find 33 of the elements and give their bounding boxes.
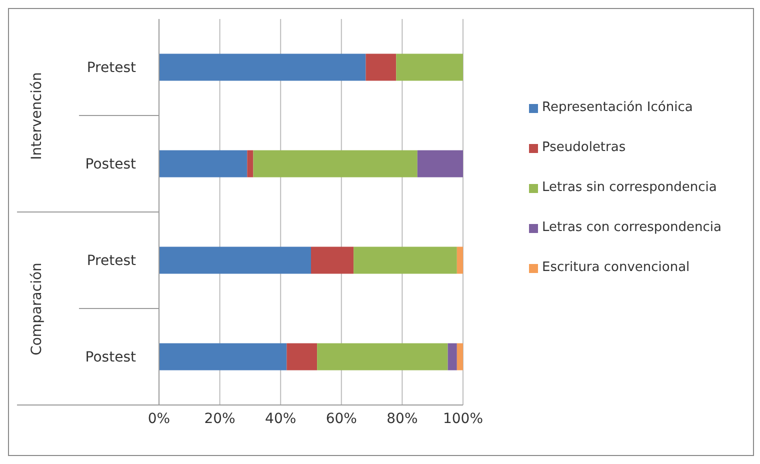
bar — [311, 246, 354, 274]
x-tick-label: 40% — [265, 410, 296, 427]
bar — [396, 54, 463, 81]
x-tick-label: 80% — [386, 410, 418, 427]
x-tick-label: 0% — [148, 410, 170, 427]
bar — [417, 150, 463, 178]
bar — [159, 343, 287, 370]
text: Comparación — [29, 262, 45, 355]
bar — [354, 246, 457, 274]
legend-label: Representación Icónica — [542, 99, 693, 117]
bar — [448, 343, 457, 370]
legend-label: Letras con correspondencia — [542, 219, 722, 237]
legend-label: Pseudoletras — [542, 139, 626, 157]
legend-label: Escritura convencional — [542, 259, 690, 277]
bar — [159, 54, 366, 81]
y-tick-label: Pretest — [86, 253, 136, 270]
bar — [159, 246, 311, 274]
bar — [366, 54, 396, 81]
bar — [247, 150, 254, 178]
bar — [159, 150, 248, 178]
x-tick-label: 20% — [204, 410, 236, 427]
bar — [286, 343, 318, 370]
x-tick-label: 100% — [442, 410, 484, 427]
bar — [456, 343, 463, 370]
text: Intervención — [29, 72, 45, 160]
y-tick-label: Postest — [85, 156, 136, 173]
legend-label: Letras sin correspondencia — [542, 179, 717, 197]
bar — [317, 343, 448, 370]
y-tick-label: Pretest — [86, 60, 136, 76]
bar — [456, 246, 463, 274]
x-tick-label: 60% — [326, 410, 357, 427]
bar — [253, 150, 418, 178]
y-tick-label: Postest — [85, 350, 136, 366]
